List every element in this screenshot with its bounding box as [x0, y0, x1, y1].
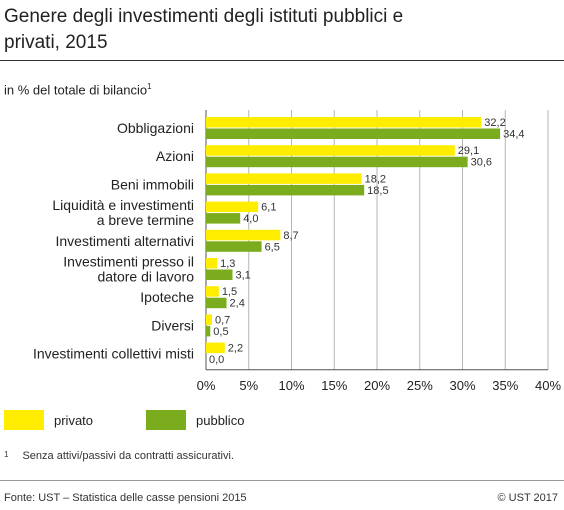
bar-chart: 0% 5% 10% 15% 20% 25% 30% 35% 40% 32,234,4 Obbliga…	[33, 110, 561, 393]
bar-pubblico	[206, 241, 262, 252]
bar-pubblico	[206, 128, 501, 139]
bar-privato	[206, 342, 225, 354]
copyright: © UST 2017	[497, 492, 559, 504]
category-label: datore di lavoro	[97, 269, 194, 285]
category-label: Obbligazioni	[117, 120, 194, 136]
data-label-pubblico: 0,5	[213, 326, 228, 338]
legend-swatch-pubblico	[146, 410, 186, 430]
subtitle-text: in % del totale di bilancio	[4, 82, 148, 98]
data-label-pubblico: 3,1	[236, 270, 251, 282]
data-label-pubblico: 30,6	[471, 157, 492, 169]
bar-pubblico	[206, 156, 468, 168]
category-label: Diversi	[151, 317, 194, 333]
bar-privato	[206, 201, 259, 213]
data-label-privato: 6,1	[261, 202, 276, 214]
chart-subtitle: in % del totale di bilancio1	[4, 82, 152, 97]
footnote-number: 1	[4, 450, 9, 459]
legend-label-pubblico: pubblico	[196, 413, 245, 428]
bar-privato	[206, 286, 219, 297]
x-tick-label: 30%	[449, 378, 475, 393]
data-label-privato: 18,2	[365, 173, 386, 185]
category-label: Investimenti presso il	[63, 254, 194, 270]
data-label-pubblico: 34,4	[503, 129, 524, 141]
x-tick-label: 5%	[239, 378, 258, 393]
footnote: 1 Senza attivi/passivi da contratti assic…	[4, 450, 234, 462]
category-label: Azioni	[156, 148, 194, 164]
category-label: a breve termine	[97, 212, 194, 228]
bar-privato	[206, 258, 218, 269]
legend: privato pubblico	[0, 410, 564, 434]
source-note: Fonte: UST – Statistica delle casse pens…	[4, 492, 247, 504]
bar-pubblico	[206, 213, 241, 224]
legend-label-privato: privato	[54, 413, 94, 428]
x-tick-label: 40%	[535, 378, 561, 393]
data-label-pubblico: 4,0	[243, 213, 258, 225]
title-rule	[0, 60, 564, 61]
data-label-privato: 1,5	[222, 286, 237, 298]
subtitle-footnote-mark: 1	[147, 82, 152, 91]
x-tick-label: 35%	[492, 378, 518, 393]
data-label-pubblico: 6,5	[265, 241, 280, 253]
bar-pubblico	[206, 325, 211, 337]
data-label-privato: 29,1	[458, 145, 479, 157]
data-label-pubblico: 2,4	[230, 298, 245, 310]
bar-privato	[206, 145, 455, 156]
chart-title: Genere degli investimenti degli istituti…	[4, 6, 404, 53]
footnote-text: Senza attivi/passivi da contratti assicu…	[22, 450, 234, 462]
category-label: Investimenti alternativi	[55, 233, 194, 249]
category-label: Beni immobili	[111, 176, 194, 192]
data-label-pubblico: 18,5	[367, 185, 388, 197]
footer-rule	[0, 480, 564, 481]
legend-swatch-privato	[4, 410, 44, 430]
category-label: Ipoteche	[140, 289, 194, 305]
bar-privato	[206, 314, 212, 325]
x-tick-label: 10%	[278, 378, 304, 393]
data-label-privato: 32,2	[484, 117, 505, 129]
data-label-privato: 1,3	[220, 258, 235, 270]
x-tick-label: 25%	[407, 378, 433, 393]
x-tick-label: 20%	[364, 378, 390, 393]
data-label-privato: 8,7	[283, 230, 298, 242]
data-label-privato: 0,7	[215, 314, 230, 326]
bar-privato	[206, 173, 362, 184]
bar-privato	[206, 117, 482, 128]
bar-pubblico	[206, 184, 365, 196]
data-label-privato: 2,2	[228, 343, 243, 355]
data-label-pubblico: 0,0	[209, 354, 224, 366]
x-tick-label: 15%	[321, 378, 347, 393]
category-label: Investimenti collettivi misti	[33, 346, 194, 362]
category-label: Liquidità e investimenti	[52, 197, 194, 213]
x-tick-label: 0%	[197, 378, 216, 393]
bar-pubblico	[206, 297, 227, 309]
bar-pubblico	[206, 269, 233, 280]
bar-privato	[206, 229, 281, 241]
